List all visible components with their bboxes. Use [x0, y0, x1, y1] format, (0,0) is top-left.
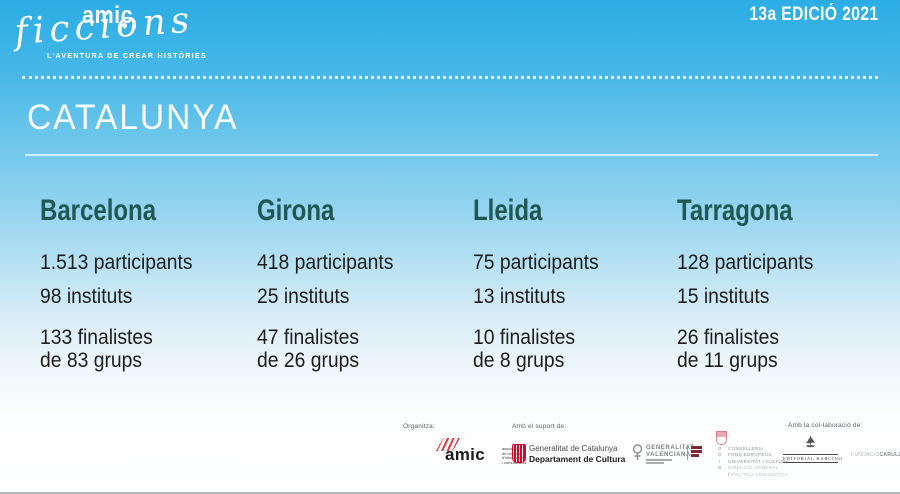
region-column-barcelona: Barcelona 1.513 participants 98 institut… [40, 194, 255, 373]
gencat-line2: Departament de Cultura [529, 454, 626, 464]
page-title: CATALUNYA [27, 98, 239, 137]
region-name: Girona [257, 194, 335, 227]
amic-sub-line: associació [502, 446, 526, 452]
goib-shield-icon [716, 431, 727, 445]
stat-instituts: 25 instituts [257, 285, 350, 308]
stat-finalistes: 133 finalistes de 83 grups [40, 326, 238, 372]
goib-line: / POLÍTICA LINGÜÍSTICA [728, 472, 789, 478]
stat-instituts: 98 instituts [40, 285, 133, 308]
goib-line: DIRECCIÓ GENERAL [728, 465, 779, 471]
carulla-bold-text: CARULLA [879, 452, 900, 458]
stat-finalistes-line1: 47 finalistes [257, 326, 360, 349]
amic-footer-wordmark: amic [445, 445, 485, 464]
region-column-tarragona: Tarragona 128 participants 15 instituts … [677, 194, 892, 373]
goib-letter: I [719, 458, 721, 464]
goib-line: UNIVERSITAT I CULTURA [728, 458, 790, 464]
stat-finalistes-line2: de 8 grups [473, 349, 565, 372]
carulla-logo: FUNDACIÓCARULLA [851, 452, 900, 458]
goib-text-lines: CONSELLERIA FONS EUROPEUS, UNIVERSITAT I… [728, 446, 789, 478]
goib-letter: B [718, 465, 722, 471]
edition-badge: 13a EDICIÓ 2021 [748, 4, 878, 25]
goib-slash: / [728, 471, 730, 477]
gva-red-mark [691, 446, 702, 458]
collaboracio-label: Amb la col·laboració de: [788, 422, 863, 429]
barcino-name: EDITORIAL BARCINO [783, 456, 843, 461]
barcino-rule-top [783, 454, 838, 455]
gencat-line1: Generalitat de Catalunya [529, 444, 618, 453]
gva-emblem-icon [632, 444, 643, 460]
region-name: Barcelona [40, 194, 157, 227]
stat-finalistes-line1: 26 finalistes [677, 326, 780, 349]
stat-finalistes: 26 finalistes de 11 grups [677, 326, 875, 372]
goib-letter: G [718, 446, 722, 451]
goib-line: CONSELLERIA [728, 446, 764, 451]
region-name: Tarragona [677, 194, 793, 227]
region-column-lleida: Lleida 75 participants 13 instituts 10 f… [473, 194, 688, 373]
ship-icon [805, 435, 816, 448]
barcino-logo: EDITORIAL BARCINO [783, 435, 843, 464]
stat-finalistes: 47 finalistes de 26 grups [257, 326, 455, 372]
carulla-light-text: FUNDACIÓ [851, 452, 880, 458]
stat-participants: 1.513 participants [40, 251, 193, 274]
barcino-rule-bottom [783, 462, 838, 463]
amic-sub-line: de mitjans [502, 450, 520, 456]
organitza-label: Organitza: [403, 423, 435, 430]
gva-subtext-lines [646, 459, 672, 465]
stat-finalistes-line2: de 83 grups [40, 349, 143, 372]
stat-instituts: 15 instituts [677, 285, 770, 308]
dotted-divider [22, 76, 878, 79]
gva-divider [687, 445, 688, 460]
stat-participants: 75 participants [473, 251, 599, 274]
stat-finalistes-line2: de 26 grups [257, 349, 360, 372]
stat-finalistes-line1: 133 finalistes [40, 326, 153, 349]
amic-hatch-icon [436, 438, 460, 451]
region-name: Lleida [473, 194, 543, 227]
suport-label: Amb el suport de: [512, 423, 567, 430]
ficcions-script-logo: ficcions [13, 0, 196, 54]
goib-vertical-letters: G O I B [718, 446, 722, 472]
stat-instituts: 13 instituts [473, 285, 566, 308]
goib-line: FONS EUROPEUS, [728, 452, 774, 458]
stat-participants: 128 participants [677, 251, 814, 274]
title-divider [25, 154, 878, 156]
stat-finalistes-line1: 10 finalistes [473, 326, 576, 349]
gva-line2: VALENCIANA [646, 451, 691, 458]
stat-finalistes: 10 finalistes de 8 grups [473, 326, 671, 372]
gva-line1: GENERALITAT [646, 445, 695, 451]
gencat-text: Generalitat de Catalunya Departament de … [529, 444, 625, 464]
bottom-edge-line [0, 492, 900, 494]
goib-letter: O [718, 452, 722, 458]
stat-finalistes-line2: de 11 grups [677, 349, 778, 372]
gva-text: GENERALITAT VALENCIANA [646, 445, 694, 458]
region-column-girona: Girona 418 participants 25 instituts 47 … [257, 194, 472, 373]
goib-line5-text: POLÍTICA LINGÜÍSTICA [731, 471, 788, 477]
stat-participants: 418 participants [257, 251, 394, 274]
senyera-icon [512, 444, 526, 463]
brand-tagline: L'AVENTURA DE CREAR HISTÒRIES [47, 53, 207, 60]
